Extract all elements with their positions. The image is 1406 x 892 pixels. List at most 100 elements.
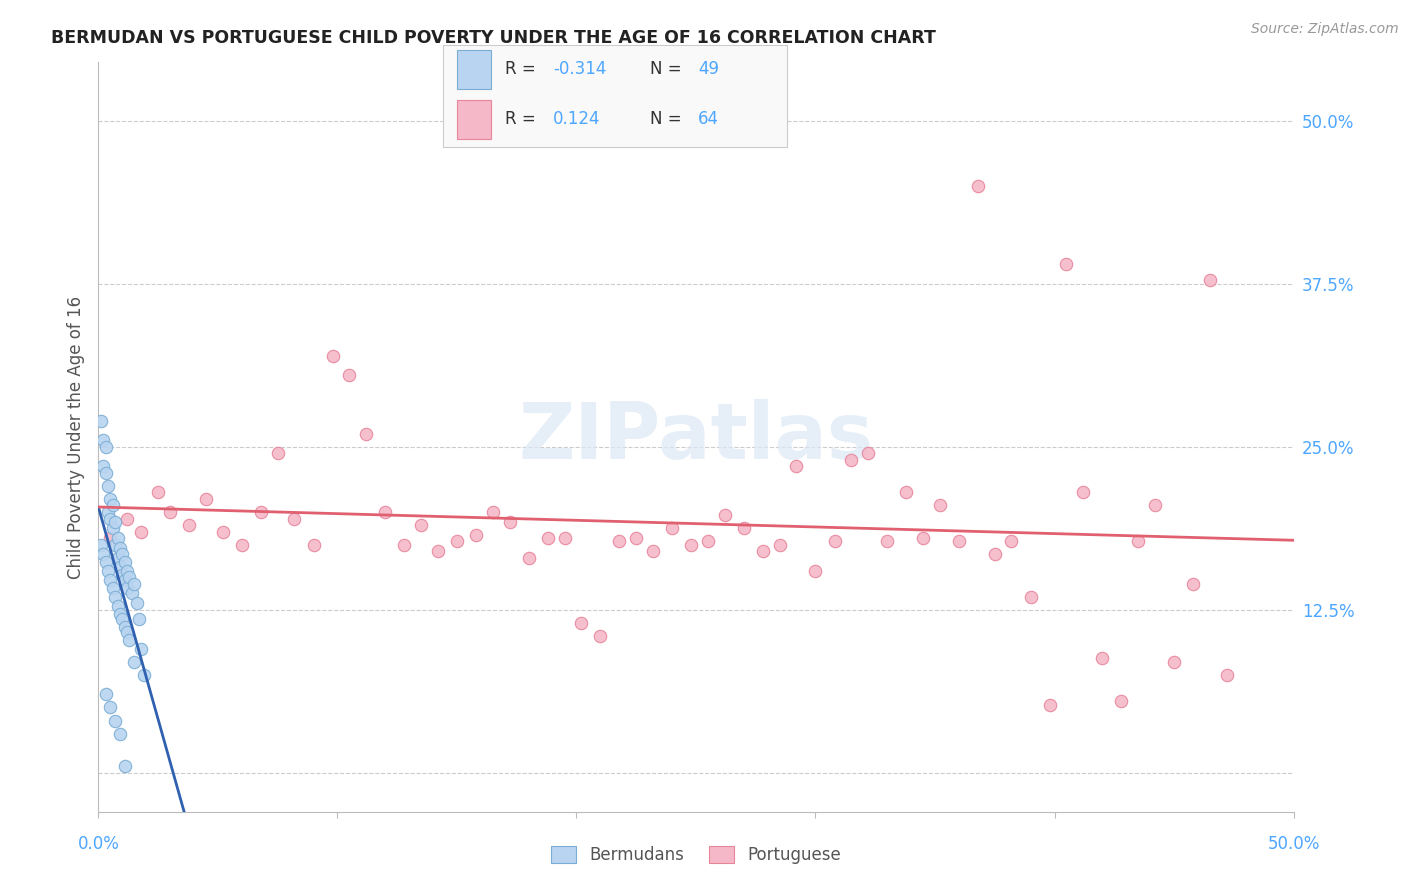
Point xyxy=(90,414,112,428)
Point xyxy=(1019,590,1042,604)
Point xyxy=(115,581,138,595)
Text: N =: N = xyxy=(650,61,686,78)
Point xyxy=(98,491,122,506)
Point xyxy=(804,564,827,578)
Point xyxy=(107,531,129,545)
FancyBboxPatch shape xyxy=(457,50,491,88)
Point xyxy=(101,521,124,535)
Legend: Bermudans, Portuguese: Bermudans, Portuguese xyxy=(544,839,848,871)
Point xyxy=(108,559,131,574)
Point xyxy=(98,531,122,545)
Point xyxy=(128,612,150,626)
Point xyxy=(101,581,124,595)
Point xyxy=(609,533,631,548)
Point xyxy=(114,620,136,634)
Point xyxy=(339,368,361,383)
Point xyxy=(94,440,117,454)
Point xyxy=(876,533,898,548)
Text: R =: R = xyxy=(505,111,541,128)
Point xyxy=(104,516,127,530)
Point xyxy=(97,505,120,519)
Point xyxy=(125,596,148,610)
Text: 0.0%: 0.0% xyxy=(77,835,120,853)
Point xyxy=(785,459,807,474)
Point xyxy=(681,538,703,552)
Point xyxy=(124,576,146,591)
Point xyxy=(641,544,664,558)
Text: Source: ZipAtlas.com: Source: ZipAtlas.com xyxy=(1251,22,1399,37)
Point xyxy=(733,521,755,535)
Point xyxy=(841,453,863,467)
Point xyxy=(1143,499,1166,513)
Point xyxy=(118,632,141,647)
Point xyxy=(115,564,138,578)
Point xyxy=(768,538,790,552)
Point xyxy=(589,629,612,643)
Point xyxy=(1163,655,1185,669)
Point xyxy=(1071,485,1094,500)
Point xyxy=(896,485,918,500)
Point xyxy=(91,459,114,474)
Point xyxy=(374,505,396,519)
Point xyxy=(114,759,136,773)
Point xyxy=(554,531,576,545)
Point xyxy=(354,426,377,441)
Text: N =: N = xyxy=(650,111,686,128)
FancyBboxPatch shape xyxy=(457,100,491,139)
Point xyxy=(267,446,290,460)
Text: BERMUDAN VS PORTUGUESE CHILD POVERTY UNDER THE AGE OF 16 CORRELATION CHART: BERMUDAN VS PORTUGUESE CHILD POVERTY UND… xyxy=(51,29,935,47)
Text: -0.314: -0.314 xyxy=(553,61,606,78)
Point xyxy=(1128,533,1150,548)
Text: 64: 64 xyxy=(697,111,718,128)
Point xyxy=(107,550,129,565)
Point xyxy=(97,479,120,493)
Point xyxy=(121,586,143,600)
Point xyxy=(98,511,122,525)
Y-axis label: Child Poverty Under the Age of 16: Child Poverty Under the Age of 16 xyxy=(66,295,84,579)
Point xyxy=(302,538,325,552)
Text: 49: 49 xyxy=(697,61,718,78)
Point xyxy=(104,714,127,728)
Point xyxy=(283,511,305,525)
Text: 0.124: 0.124 xyxy=(553,111,600,128)
Point xyxy=(91,547,114,561)
Point xyxy=(118,570,141,584)
Point xyxy=(111,567,134,582)
Point xyxy=(1182,576,1205,591)
Point xyxy=(111,547,134,561)
Point xyxy=(124,655,146,669)
Point xyxy=(108,541,131,556)
Point xyxy=(98,573,122,587)
Point xyxy=(108,726,131,740)
Point xyxy=(322,349,344,363)
Point xyxy=(114,555,136,569)
Point xyxy=(394,538,416,552)
Point xyxy=(250,505,273,519)
Point xyxy=(1111,694,1133,708)
Point xyxy=(713,508,735,522)
Point xyxy=(94,688,117,702)
Point xyxy=(107,599,129,613)
Text: ZIPatlas: ZIPatlas xyxy=(519,399,873,475)
Point xyxy=(211,524,233,539)
Point xyxy=(101,499,124,513)
Point xyxy=(481,505,505,519)
Point xyxy=(108,607,131,621)
Point xyxy=(195,491,218,506)
Point xyxy=(426,544,449,558)
Point xyxy=(465,528,488,542)
Point xyxy=(132,668,155,682)
Point xyxy=(115,624,138,639)
Point xyxy=(948,533,970,548)
Text: 50.0%: 50.0% xyxy=(1267,835,1320,853)
Point xyxy=(752,544,775,558)
Point xyxy=(114,573,136,587)
Text: R =: R = xyxy=(505,61,541,78)
Point xyxy=(179,518,201,533)
Point xyxy=(104,538,127,552)
Point xyxy=(148,485,170,500)
Point xyxy=(984,547,1007,561)
Point xyxy=(98,700,122,714)
Point xyxy=(537,531,560,545)
Point xyxy=(1091,651,1114,665)
